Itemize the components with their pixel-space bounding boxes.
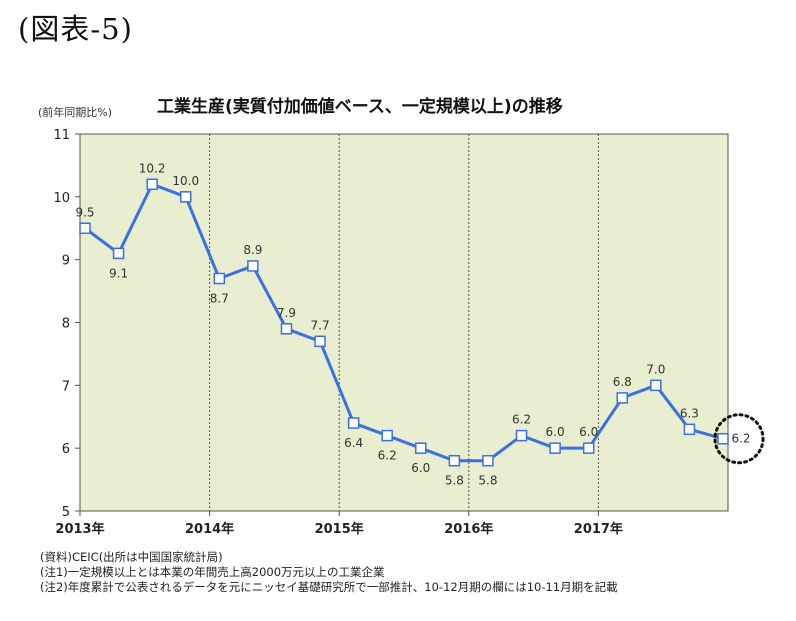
series-line [84, 182, 724, 463]
x-tick-label: 2015年 [315, 521, 364, 537]
figure-label: (図表-5) [18, 12, 133, 46]
data-label: 5.8 [445, 474, 464, 488]
data-point-marker [314, 335, 326, 348]
data-label: 9.5 [75, 205, 94, 219]
data-label: 6.2 [512, 413, 531, 427]
data-label: 7.9 [277, 306, 296, 320]
data-label: 6.3 [680, 406, 699, 420]
data-point-marker [482, 454, 494, 467]
note-2: (注2)年度累計で公表されるデータを元にニッセイ基礎研究所で一部推計、10-12… [40, 580, 618, 594]
data-label: 8.7 [210, 292, 229, 306]
x-tick-label: 2017年 [574, 521, 623, 537]
y-tick-label: 7 [62, 379, 70, 394]
data-point-marker [179, 191, 192, 203]
highlight-circle [713, 413, 765, 465]
data-label: 6.0 [546, 425, 565, 439]
data-point-marker [616, 392, 629, 404]
data-point-marker [683, 423, 696, 436]
data-point-marker [650, 379, 662, 392]
data-label: 5.8 [478, 474, 497, 488]
data-label: 10.2 [139, 161, 166, 175]
y-tick-label: 9 [62, 254, 70, 269]
data-label: 6.0 [411, 461, 430, 475]
data-point-marker [415, 442, 427, 454]
data-point-marker [515, 429, 528, 442]
x-tick-label: 2013年 [55, 521, 104, 537]
data-label: 7.0 [646, 362, 665, 376]
data-point-marker [347, 417, 360, 429]
data-label: 8.9 [243, 243, 262, 257]
data-point-marker [213, 272, 226, 285]
data-label: 6.4 [344, 436, 363, 450]
y-tick-label: 10 [53, 191, 70, 206]
x-tick-label: 2014年 [185, 521, 234, 537]
data-point-marker [717, 432, 729, 445]
data-point-marker [79, 222, 91, 234]
plot-background [80, 134, 728, 511]
y-axis-unit-label: (前年同期比%) [38, 106, 113, 119]
data-label: 10.0 [172, 174, 199, 188]
data-label: 6.8 [613, 375, 632, 389]
data-label: 6.2 [731, 432, 750, 446]
note-source: (資料)CEIC(出所は中国国家統計局) [40, 550, 223, 564]
y-tick-label: 6 [62, 442, 70, 457]
data-label: 7.7 [311, 318, 330, 332]
y-tick-label: 11 [53, 128, 70, 143]
data-point-marker [381, 429, 393, 442]
data-point-marker [247, 260, 259, 272]
x-tick-label: 2016年 [444, 521, 493, 537]
y-tick-label: 8 [62, 317, 70, 332]
chart-title: 工業生産(実質付加価値ベース、一定規模以上)の推移 [157, 97, 563, 117]
data-label: 6.0 [579, 425, 598, 439]
data-point-marker [582, 442, 595, 454]
data-point-marker [146, 178, 158, 191]
data-point-marker [549, 442, 561, 454]
data-point-marker [448, 454, 461, 467]
data-label: 6.2 [378, 449, 397, 463]
data-point-marker [280, 323, 293, 335]
chart-notes: (資料)CEIC(出所は中国国家統計局) (注1)一定規模以上とは本業の年間売上… [40, 550, 618, 595]
data-label: 9.1 [109, 266, 128, 280]
note-1: (注1)一定規模以上とは本業の年間売上高2000万元以上の工業企業 [40, 565, 385, 579]
data-point-marker [112, 247, 125, 260]
y-tick-label: 5 [62, 505, 70, 520]
